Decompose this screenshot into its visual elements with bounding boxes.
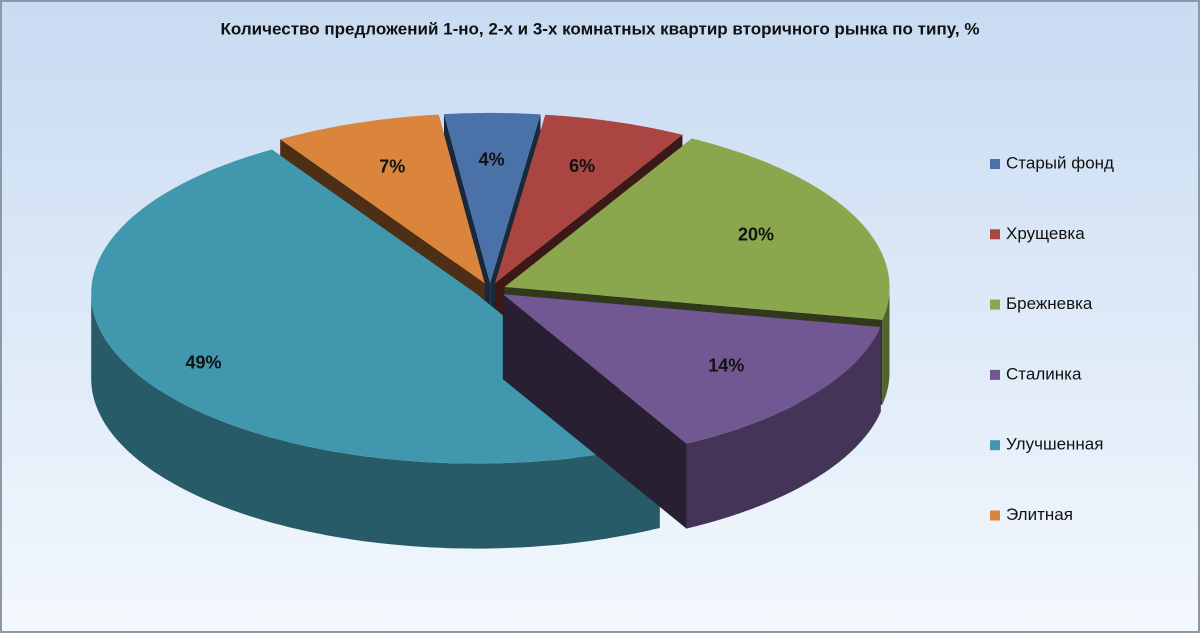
chart-title: Количество предложений 1-но, 2-х и 3-х к… xyxy=(221,19,980,38)
legend-label: Старый фонд xyxy=(1006,153,1114,172)
legend-label: Элитная xyxy=(1006,505,1073,524)
data-label: 20% xyxy=(738,224,774,244)
slice-side xyxy=(502,294,687,529)
data-label: 4% xyxy=(479,149,505,169)
data-label: 6% xyxy=(569,156,595,176)
data-label: 7% xyxy=(379,157,405,177)
slice xyxy=(504,138,890,320)
legend-swatch xyxy=(990,229,1000,240)
data-label: 49% xyxy=(186,353,222,373)
slice-side xyxy=(882,288,890,405)
slice-side xyxy=(686,327,881,529)
legend-swatch xyxy=(990,440,1000,451)
slice xyxy=(502,294,881,444)
legend-label: Сталинка xyxy=(1006,364,1082,383)
slice xyxy=(495,114,683,284)
data-label: 14% xyxy=(708,355,744,375)
legend-swatch xyxy=(990,510,1000,521)
legend-swatch xyxy=(990,299,1000,310)
legend-label: Хрущевка xyxy=(1006,224,1085,243)
legend-label: Улучшенная xyxy=(1006,435,1103,454)
legend-label: Брежневка xyxy=(1006,294,1093,313)
slice-side xyxy=(91,296,660,549)
slice xyxy=(444,112,541,283)
slice xyxy=(280,114,485,284)
legend-swatch xyxy=(990,369,1000,380)
legend-swatch xyxy=(990,159,1000,169)
